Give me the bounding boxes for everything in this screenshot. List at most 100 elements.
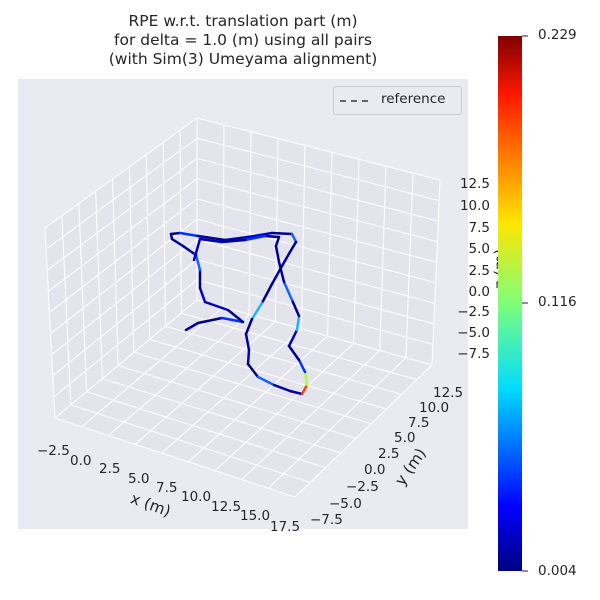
pane-floor <box>55 300 432 497</box>
trajectory-segment <box>223 235 250 242</box>
trajectory-segment <box>287 344 301 362</box>
x-tick-label: −2.5 <box>37 443 70 459</box>
gridline <box>134 321 276 445</box>
gridline <box>54 299 198 419</box>
gridline <box>46 158 198 271</box>
y-tick-label: −7.5 <box>310 512 343 528</box>
pane-back <box>197 118 440 365</box>
gridline <box>196 259 434 325</box>
trajectory-segment <box>244 317 254 336</box>
gridline <box>52 259 198 377</box>
gridline <box>149 338 387 410</box>
z-tick-label: 10.0 <box>459 198 490 214</box>
gridline <box>248 131 252 315</box>
gridline <box>145 154 151 340</box>
z-tick-label: −2.5 <box>457 304 490 320</box>
x-tick-label: 12.5 <box>211 499 242 515</box>
gridline <box>196 279 434 345</box>
trajectory-segment <box>288 389 304 396</box>
gridline <box>53 279 198 398</box>
chart-title: RPE w.r.t. translation part (m) for delt… <box>18 12 468 69</box>
trajectory-segment <box>196 234 227 242</box>
trajectory-segment <box>280 250 292 268</box>
gridline <box>294 364 433 498</box>
gridline <box>267 357 407 489</box>
x-tick-label: 2.5 <box>99 461 121 477</box>
trajectory-segment <box>226 308 245 324</box>
trajectory-segment <box>192 237 202 262</box>
gridline <box>108 314 250 436</box>
trajectory-segment <box>303 370 309 387</box>
trajectory-segment <box>220 238 247 244</box>
trajectory-segment <box>256 375 276 387</box>
trajectory-segment <box>196 316 224 325</box>
trajectory-segment <box>198 237 224 244</box>
legend: reference <box>333 86 462 115</box>
gridline <box>95 191 103 379</box>
gridline <box>78 203 88 392</box>
trajectory-segment <box>181 244 198 257</box>
gridline <box>274 138 279 322</box>
gridline <box>196 198 437 263</box>
z-tick-label: 5.0 <box>468 241 490 257</box>
z-tick-label: 12.5 <box>459 176 490 192</box>
trajectory-segment <box>246 231 274 239</box>
gridline <box>48 178 198 292</box>
pane-left <box>45 118 197 418</box>
gridline <box>81 306 224 428</box>
gridline <box>196 157 439 222</box>
x-tick-label: 5.0 <box>128 471 150 487</box>
trajectory-segment <box>246 348 251 366</box>
x-tick-label: 10.0 <box>181 489 212 505</box>
z-tick-label: 7.5 <box>468 220 490 236</box>
legend-entry-reference: reference <box>381 91 446 107</box>
gridline <box>327 152 333 337</box>
x-tick-label: 7.5 <box>156 480 178 496</box>
trajectory-segment <box>288 240 298 254</box>
y-tick-label: 12.5 <box>433 385 464 401</box>
trajectory-segment <box>297 358 307 374</box>
trajectory-segment <box>290 232 298 244</box>
gridline <box>196 137 440 202</box>
trajectory-segment <box>272 383 292 393</box>
gridline <box>196 299 433 366</box>
gridline <box>196 218 436 284</box>
gridline <box>133 351 372 425</box>
legend-dashed-line-icon <box>340 100 368 102</box>
colorbar-max-label: 0.229 <box>538 27 577 43</box>
trajectory-segment <box>250 301 264 321</box>
trajectory-segment <box>220 316 245 324</box>
y-tick-label: 0.0 <box>364 462 386 478</box>
gridline <box>196 238 435 304</box>
gridline <box>54 417 296 498</box>
x-tick-label: 15.0 <box>240 508 271 524</box>
gridline <box>49 198 198 313</box>
trajectory-segment <box>178 231 200 238</box>
trajectory-segment <box>244 332 251 352</box>
trajectory-segment <box>274 235 281 248</box>
trajectory-segment <box>170 237 185 248</box>
gridline <box>353 159 360 344</box>
y-tick-label: −2.5 <box>346 479 379 495</box>
z-tick-label: −7.5 <box>457 346 490 362</box>
gridline <box>179 130 182 314</box>
trajectory-segment <box>198 286 207 304</box>
gridline <box>161 328 302 454</box>
gridline <box>117 365 357 439</box>
gridline <box>222 124 225 308</box>
y-tick-label: −5.0 <box>329 496 362 512</box>
z-tick-label: 0.0 <box>468 284 490 300</box>
y-tick-label: 10.0 <box>419 400 450 416</box>
trajectory-segment <box>300 383 309 396</box>
trajectory-segment <box>282 280 294 302</box>
title-line-3: (with Sim(3) Umeyama alignment) <box>108 50 378 68</box>
gridline <box>187 335 328 463</box>
gridline <box>70 404 311 483</box>
gridline <box>379 166 387 351</box>
title-line-1: RPE w.r.t. translation part (m) <box>128 12 358 30</box>
trajectory-segment <box>243 234 267 242</box>
z-tick-label: 2.5 <box>468 263 490 279</box>
trajectory-segment <box>203 300 230 312</box>
trajectory-segment <box>246 362 260 379</box>
